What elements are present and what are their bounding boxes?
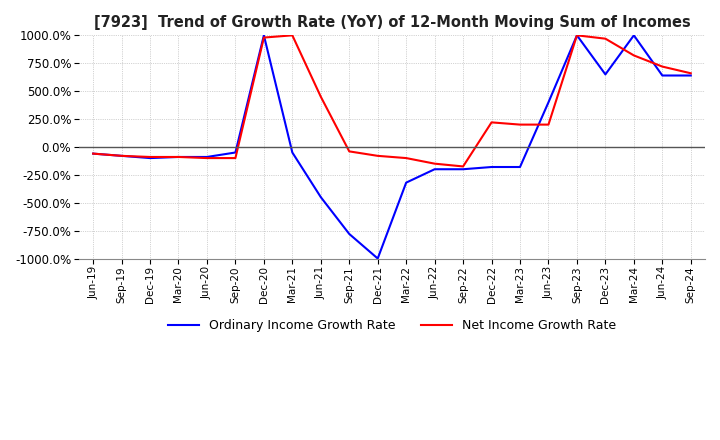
- Title: [7923]  Trend of Growth Rate (YoY) of 12-Month Moving Sum of Incomes: [7923] Trend of Growth Rate (YoY) of 12-…: [94, 15, 690, 30]
- Net Income Growth Rate: [572, 33, 581, 38]
- Ordinary Income Growth Rate: [145, 155, 154, 161]
- Ordinary Income Growth Rate: [288, 150, 297, 155]
- Ordinary Income Growth Rate: [317, 194, 325, 200]
- Net Income Growth Rate: [402, 155, 410, 161]
- Net Income Growth Rate: [89, 151, 97, 156]
- Line: Ordinary Income Growth Rate: Ordinary Income Growth Rate: [93, 35, 690, 259]
- Net Income Growth Rate: [459, 164, 467, 169]
- Net Income Growth Rate: [686, 71, 695, 76]
- Ordinary Income Growth Rate: [202, 154, 211, 160]
- Net Income Growth Rate: [145, 154, 154, 160]
- Ordinary Income Growth Rate: [629, 33, 638, 38]
- Ordinary Income Growth Rate: [658, 73, 667, 78]
- Ordinary Income Growth Rate: [686, 73, 695, 78]
- Net Income Growth Rate: [431, 161, 439, 166]
- Ordinary Income Growth Rate: [374, 256, 382, 261]
- Net Income Growth Rate: [374, 153, 382, 158]
- Net Income Growth Rate: [629, 53, 638, 58]
- Ordinary Income Growth Rate: [259, 33, 268, 38]
- Net Income Growth Rate: [516, 122, 524, 127]
- Net Income Growth Rate: [174, 154, 183, 160]
- Net Income Growth Rate: [317, 94, 325, 99]
- Net Income Growth Rate: [202, 155, 211, 161]
- Net Income Growth Rate: [117, 153, 126, 158]
- Ordinary Income Growth Rate: [487, 165, 496, 170]
- Ordinary Income Growth Rate: [601, 72, 610, 77]
- Line: Net Income Growth Rate: Net Income Growth Rate: [93, 35, 690, 166]
- Ordinary Income Growth Rate: [431, 167, 439, 172]
- Ordinary Income Growth Rate: [544, 99, 553, 105]
- Ordinary Income Growth Rate: [459, 167, 467, 172]
- Ordinary Income Growth Rate: [117, 153, 126, 158]
- Net Income Growth Rate: [231, 155, 240, 161]
- Ordinary Income Growth Rate: [174, 154, 183, 160]
- Ordinary Income Growth Rate: [345, 231, 354, 237]
- Net Income Growth Rate: [544, 122, 553, 127]
- Net Income Growth Rate: [658, 64, 667, 69]
- Net Income Growth Rate: [345, 149, 354, 154]
- Ordinary Income Growth Rate: [89, 151, 97, 156]
- Ordinary Income Growth Rate: [231, 150, 240, 155]
- Legend: Ordinary Income Growth Rate, Net Income Growth Rate: Ordinary Income Growth Rate, Net Income …: [163, 314, 621, 337]
- Ordinary Income Growth Rate: [516, 165, 524, 170]
- Ordinary Income Growth Rate: [572, 33, 581, 38]
- Net Income Growth Rate: [487, 120, 496, 125]
- Net Income Growth Rate: [259, 35, 268, 40]
- Ordinary Income Growth Rate: [402, 180, 410, 185]
- Net Income Growth Rate: [288, 33, 297, 38]
- Net Income Growth Rate: [601, 36, 610, 41]
